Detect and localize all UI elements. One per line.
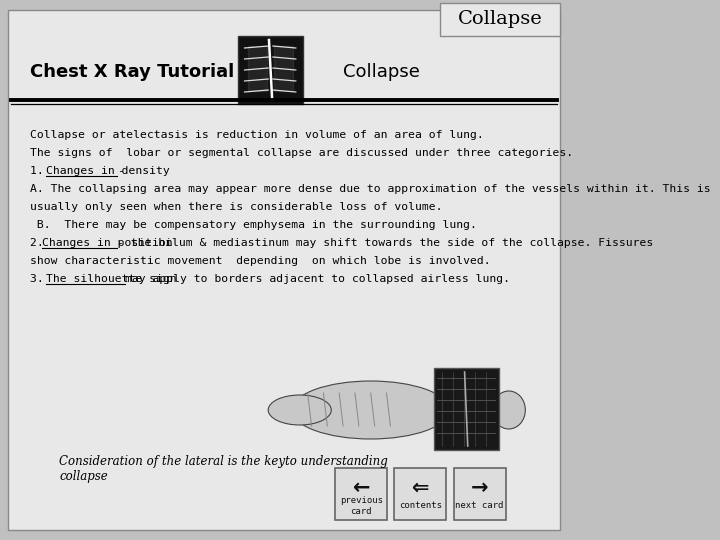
Text: contents: contents xyxy=(399,502,442,510)
Text: The signs of  lobar or segmental collapse are discussed under three categories.: The signs of lobar or segmental collapse… xyxy=(30,148,573,158)
Text: usually only seen when there is considerable loss of volume.: usually only seen when there is consider… xyxy=(30,202,443,212)
Text: A. The collapsing area may appear more dense due to approximation of the vessels: A. The collapsing area may appear more d… xyxy=(30,184,711,194)
Text: 3.: 3. xyxy=(30,274,58,284)
FancyBboxPatch shape xyxy=(336,468,387,520)
FancyBboxPatch shape xyxy=(434,368,498,450)
FancyBboxPatch shape xyxy=(284,348,528,473)
Text: 1.: 1. xyxy=(30,166,58,176)
Text: ←: ← xyxy=(353,478,370,498)
Text: Collapse: Collapse xyxy=(343,63,420,81)
Text: Changes in density: Changes in density xyxy=(46,166,169,176)
Text: may apply to borders adjacent to collapsed airless lung.: may apply to borders adjacent to collaps… xyxy=(125,274,510,284)
Text: show characteristic movement  depending  on which lobe is involved.: show characteristic movement depending o… xyxy=(30,256,490,266)
FancyBboxPatch shape xyxy=(440,3,560,36)
Ellipse shape xyxy=(492,391,526,429)
Ellipse shape xyxy=(268,395,331,425)
Text: →: → xyxy=(471,478,488,498)
Text: next card: next card xyxy=(455,502,504,510)
Text: - the hilum & mediastinum may shift towards the side of the collapse. Fissures: - the hilum & mediastinum may shift towa… xyxy=(117,238,653,248)
FancyBboxPatch shape xyxy=(395,468,446,520)
Text: previous
card: previous card xyxy=(340,496,383,516)
Text: B.  There may be compensatory emphysema in the surrounding lung.: B. There may be compensatory emphysema i… xyxy=(30,220,477,230)
Text: 2.: 2. xyxy=(30,238,50,248)
Text: The silhouette sign: The silhouette sign xyxy=(46,274,184,284)
Text: ⇐: ⇐ xyxy=(412,478,429,498)
FancyBboxPatch shape xyxy=(454,468,505,520)
Text: -: - xyxy=(117,166,124,176)
Text: Consideration of the lateral is the keyto understanding
collapse: Consideration of the lateral is the keyt… xyxy=(59,455,388,483)
Text: Changes in position: Changes in position xyxy=(42,238,172,248)
Text: Collapse or atelectasis is reduction in volume of an area of lung.: Collapse or atelectasis is reduction in … xyxy=(30,130,484,140)
Text: Chest X Ray Tutorial: Chest X Ray Tutorial xyxy=(30,63,234,81)
Ellipse shape xyxy=(292,381,449,439)
Text: Collapse: Collapse xyxy=(458,10,542,28)
FancyBboxPatch shape xyxy=(8,10,560,530)
FancyBboxPatch shape xyxy=(238,36,303,104)
